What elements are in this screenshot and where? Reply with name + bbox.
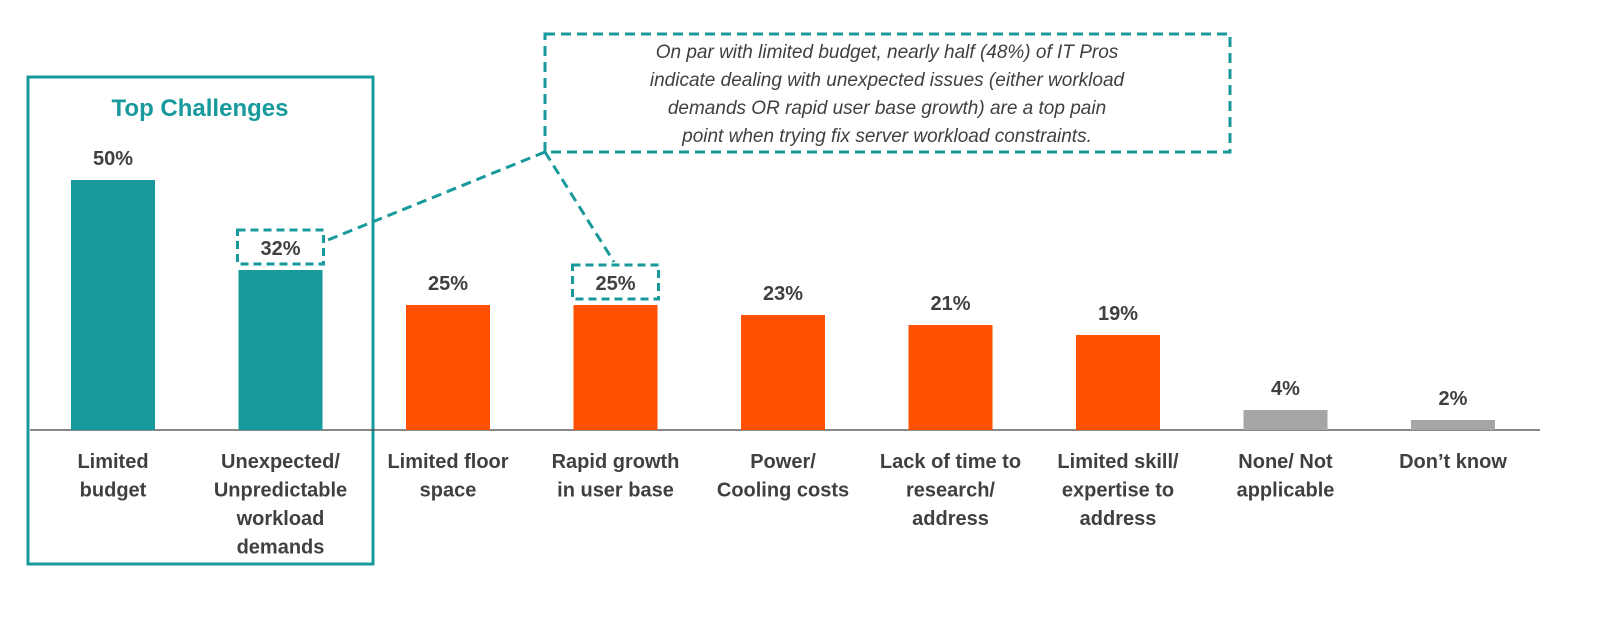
category-label: workload (236, 508, 325, 530)
value-label: 23% (763, 283, 803, 305)
category-labels-layer: Limited budget Unexpected/Unpredictable wor… (77, 451, 1507, 559)
value-label: 4% (1271, 378, 1300, 400)
value-highlight-box (236, 228, 325, 266)
callout-box (543, 32, 1232, 154)
bar (71, 180, 155, 430)
category-label: Power/ (750, 451, 816, 473)
callout-line: demands OR rapid user base growth) are a… (668, 98, 1106, 119)
category-label: Limited floor (387, 451, 508, 473)
category-label: None/ Not (1238, 451, 1333, 473)
callout-line: indicate dealing with unexpected issues … (650, 70, 1126, 91)
value-labels-layer: 50% 32% 25% 25% 23% 21% 19% 4% 2% (93, 148, 1468, 410)
value-label: 25% (595, 273, 635, 295)
category-label: budget (80, 480, 147, 502)
category-label: Rapid growth (552, 451, 680, 473)
value-label: 21% (930, 293, 970, 315)
category-label: Don’t know (1399, 451, 1507, 473)
value-highlights-layer (236, 228, 660, 301)
callout-line: On par with limited budget, nearly half … (656, 42, 1119, 63)
top-challenges-title: Top Challenges (112, 95, 289, 122)
category-label: in user base (557, 480, 674, 502)
category-label: Limited (77, 451, 148, 473)
value-label: 32% (260, 238, 300, 260)
category-label: expertise to (1062, 480, 1174, 502)
bar (406, 305, 490, 430)
category-label: address (912, 508, 989, 530)
category-label: Unpredictable (214, 480, 347, 502)
category-label: research/ (906, 480, 995, 502)
category-label: applicable (1237, 480, 1335, 502)
bar (1411, 420, 1495, 430)
value-label: 2% (1439, 388, 1468, 410)
callout-connector-right (543, 151, 616, 263)
callout-text: On par with limited budget, nearly half … (650, 42, 1126, 147)
bar (238, 270, 323, 430)
category-label: space (420, 480, 477, 502)
bar (908, 325, 993, 430)
bars-layer (71, 180, 1495, 430)
value-label: 25% (428, 273, 468, 295)
category-label: Limited skill/ (1057, 451, 1179, 473)
category-label: address (1080, 508, 1157, 530)
value-label: 19% (1098, 303, 1138, 325)
category-label: Lack of time to (880, 451, 1021, 473)
value-highlight-box (571, 263, 660, 301)
category-label: Cooling costs (717, 480, 849, 502)
bar (573, 305, 658, 430)
callout-line: point when trying fix server workload co… (681, 126, 1092, 147)
value-label: 50% (93, 148, 133, 170)
bar (741, 315, 825, 430)
category-label: demands (237, 537, 325, 559)
bar (1076, 335, 1160, 430)
top-challenges-box (26, 75, 375, 566)
bar (1243, 410, 1328, 430)
callout-connector-left (322, 150, 546, 244)
category-label: Unexpected/ (221, 451, 340, 473)
